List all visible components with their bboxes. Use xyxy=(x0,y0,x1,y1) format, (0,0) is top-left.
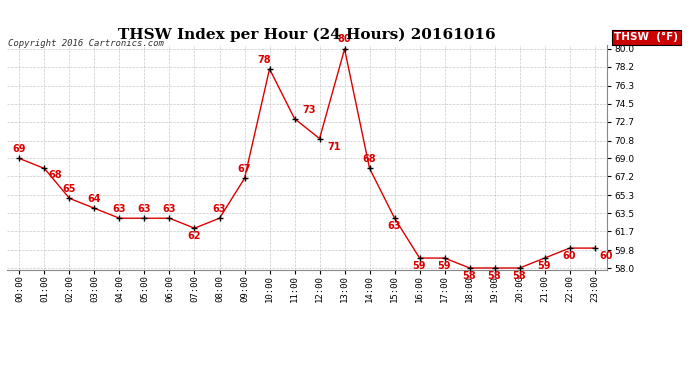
Text: 58: 58 xyxy=(512,271,526,281)
Text: Copyright 2016 Cartronics.com: Copyright 2016 Cartronics.com xyxy=(8,39,164,48)
Text: 58: 58 xyxy=(487,271,501,281)
Title: THSW Index per Hour (24 Hours) 20161016: THSW Index per Hour (24 Hours) 20161016 xyxy=(118,28,496,42)
Text: 63: 63 xyxy=(387,221,401,231)
Text: 73: 73 xyxy=(302,105,315,115)
Text: 63: 63 xyxy=(112,204,126,214)
Text: 67: 67 xyxy=(237,164,250,174)
Text: 64: 64 xyxy=(87,194,101,204)
Text: 60: 60 xyxy=(562,251,575,261)
Text: THSW  (°F): THSW (°F) xyxy=(614,32,678,42)
Text: 68: 68 xyxy=(362,154,375,165)
Text: 69: 69 xyxy=(12,144,26,153)
Text: 59: 59 xyxy=(437,261,451,271)
Text: 59: 59 xyxy=(412,261,426,271)
Text: 80: 80 xyxy=(338,34,351,44)
Text: 63: 63 xyxy=(162,204,175,214)
Text: 59: 59 xyxy=(538,261,551,271)
Text: 63: 63 xyxy=(212,204,226,214)
Text: 65: 65 xyxy=(62,184,75,194)
Text: 63: 63 xyxy=(137,204,150,214)
Text: 58: 58 xyxy=(462,271,475,281)
Text: 71: 71 xyxy=(327,141,341,152)
Text: 60: 60 xyxy=(600,251,613,261)
Text: 62: 62 xyxy=(187,231,201,241)
Text: 78: 78 xyxy=(257,55,270,65)
Text: 68: 68 xyxy=(48,170,62,180)
